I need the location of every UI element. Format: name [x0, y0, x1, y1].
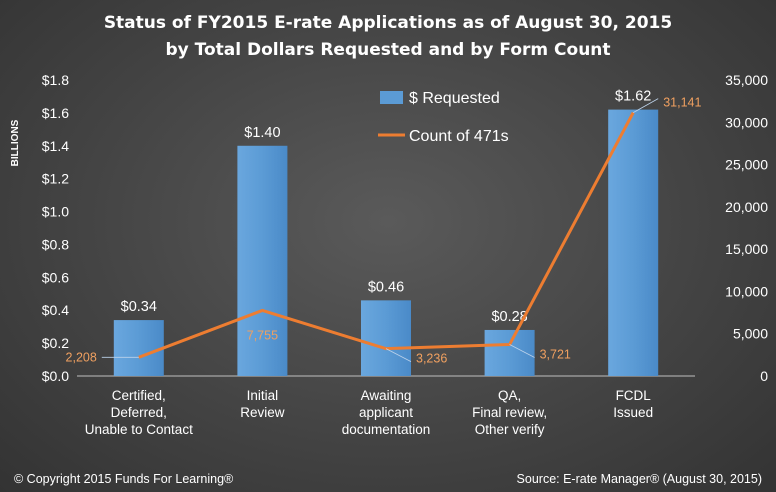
y-right-tick-label: 20,000 [725, 199, 768, 215]
y-left-tick-label: $1.8 [42, 72, 69, 88]
y-right-tick-label: 5,000 [733, 326, 768, 342]
legend: $ Requested Count of 471s [378, 90, 509, 145]
bar [361, 300, 411, 376]
y-right-tick-label: 30,000 [725, 114, 768, 130]
y-left-tick-label: $0.2 [42, 335, 69, 351]
y-left-tick-label: $0.6 [42, 269, 69, 285]
y-axis-label: BILLIONS [10, 119, 21, 166]
bar [484, 329, 535, 376]
bar-value-label: $0.28 [491, 309, 527, 325]
y-left-tick-label: $1.6 [42, 105, 69, 121]
bar [113, 320, 164, 376]
x-category-label: Awaiting [361, 388, 412, 403]
legend-label-line: Count of 471s [409, 128, 509, 145]
x-category-label: Unable to Contact [85, 422, 193, 437]
x-category-label: documentation [342, 422, 431, 437]
count-value-label: 31,141 [663, 96, 701, 110]
count-value-label: 3,236 [416, 352, 447, 366]
data-label-leader [509, 344, 535, 358]
source-text: Source: E-rate Manager® (August 30, 2015… [516, 472, 762, 486]
bar-value-label: $0.46 [368, 279, 404, 295]
chart-title-line-2: by Total Dollars Requested and by Form C… [165, 40, 610, 60]
x-category-label: Issued [613, 405, 653, 420]
count-value-label: 3,721 [540, 348, 571, 362]
bar-value-label: $0.34 [121, 299, 157, 315]
y-right-tick-label: 0 [760, 368, 768, 384]
y-left-tick-label: $1.2 [42, 171, 69, 187]
x-category-label: Review [240, 405, 285, 420]
y-left-tick-label: $1.4 [42, 138, 69, 154]
y-left-tick-label: $0.0 [42, 368, 69, 384]
y-right-tick-label: 10,000 [725, 283, 768, 299]
x-category-label: Final review, [472, 405, 547, 420]
plot-area: $0.0 $0.2 $0.4 $0.6 $0.8 $1.0 $1.2 $1.4 $1.6 $1.8… [42, 72, 768, 437]
legend-label-bar: $ Requested [409, 90, 500, 107]
x-category-label: Other verify [475, 422, 545, 437]
bar-value-label: $1.40 [244, 125, 280, 141]
y-left-tick-label: $0.8 [42, 236, 69, 252]
bar-value-label: $1.62 [615, 89, 651, 105]
data-label-leader [633, 98, 659, 113]
legend-swatch-bar [380, 91, 403, 104]
y-left-tick-label: $0.4 [42, 302, 69, 318]
bar [237, 145, 288, 376]
x-category-label: FCDL [616, 388, 652, 403]
count-value-label: 7,755 [247, 328, 278, 342]
bar [608, 109, 659, 376]
x-category-label: QA, [498, 388, 521, 403]
y-right-tick-label: 15,000 [725, 241, 768, 257]
y-left-tick-label: $1.0 [42, 204, 69, 220]
count-value-label: 2,208 [66, 350, 97, 364]
x-category-label: applicant [359, 405, 413, 420]
data-label-leader [385, 348, 412, 362]
chart-title-line-1: Status of FY2015 E-rate Applications as … [104, 13, 672, 33]
y-right-tick-label: 35,000 [725, 72, 768, 88]
x-category-label: Initial [247, 388, 279, 403]
x-category-label: Certified, [112, 388, 166, 403]
y-right-tick-label: 25,000 [725, 157, 768, 173]
x-category-label: Deferred, [111, 405, 167, 420]
copyright-text: © Copyright 2015 Funds For Learning® [14, 472, 234, 486]
